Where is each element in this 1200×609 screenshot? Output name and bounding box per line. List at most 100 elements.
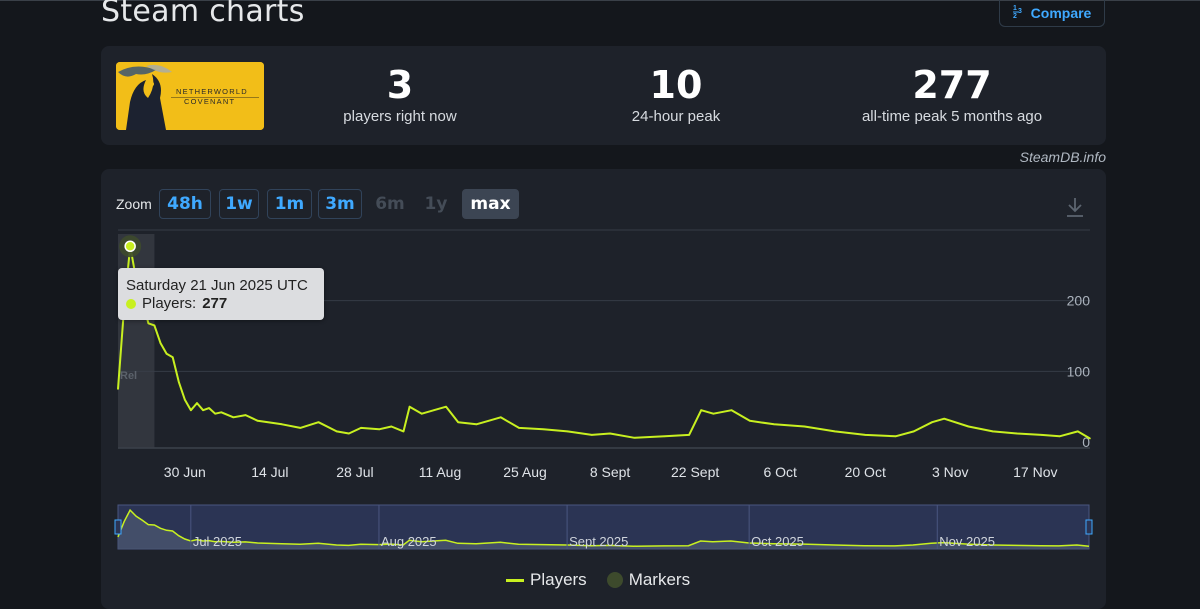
data-point [360, 427, 362, 429]
data-point [967, 425, 970, 428]
data-point [943, 417, 945, 420]
data-point [542, 428, 545, 431]
data-point [177, 381, 180, 383]
peak-point [124, 240, 136, 253]
data-point [208, 407, 210, 409]
logo-text: NETHERWORLD [176, 87, 248, 96]
data-point [420, 412, 423, 415]
data-point [475, 423, 478, 426]
stat-value: 277 [912, 63, 992, 107]
x-tick-label: 20 Oct [845, 464, 886, 480]
stat-current-players: 3 players right now [280, 64, 520, 125]
x-tick-label: 8 Sept [590, 464, 631, 480]
zoom-6m-button: 6m [375, 194, 405, 214]
zoom-label: Zoom [116, 196, 152, 212]
y-tick-label: 100 [1067, 363, 1091, 379]
x-tick-label: 3 Nov [932, 464, 969, 480]
data-point [445, 405, 447, 408]
navigator-right-handle [1085, 519, 1093, 535]
data-point [147, 322, 150, 325]
download-icon[interactable] [1063, 195, 1087, 219]
legend-players[interactable]: Players [506, 570, 587, 590]
navigator-label: Nov 2025 [939, 534, 995, 549]
compare-button[interactable]: 1 3 2 Compare [999, 0, 1105, 27]
top-border [0, 0, 1200, 1]
stat-label: 24-hour peak [631, 108, 721, 125]
data-point [712, 412, 715, 415]
stat-value: 10 [649, 63, 703, 107]
data-point [299, 427, 302, 429]
navigator-label: Jul 2025 [193, 534, 242, 549]
navigator-left-handle [114, 519, 122, 535]
data-point [773, 423, 775, 426]
svg-text:1: 1 [1013, 5, 1017, 12]
stats-card: NETHERWORLD COVENANT 3 players right now… [101, 46, 1106, 145]
data-point [730, 409, 733, 412]
tooltip-series-label: Players: [142, 295, 197, 312]
data-point [700, 409, 702, 412]
data-point [609, 432, 611, 435]
player-chart[interactable]: 0 100 200 Rel 30 Jun 14 Jul 28 Jul 11 Aug 25 Aug… [0, 0, 1200, 596]
data-point [749, 420, 751, 422]
zoom-max-button[interactable]: max [462, 189, 519, 219]
chart-legend: Players Markers [506, 570, 690, 590]
data-point [1058, 435, 1061, 438]
compare-label: Compare [1030, 5, 1092, 21]
x-tick-label: 28 Jul [336, 464, 373, 480]
compare-icon: 1 3 2 [1012, 4, 1025, 22]
data-point [159, 342, 162, 344]
marker-swatch-icon [606, 572, 623, 588]
data-point [335, 430, 338, 433]
data-point [244, 414, 247, 416]
data-point [1089, 437, 1091, 440]
stat-label: all-time peak 5 months ago [861, 108, 1043, 125]
data-point [165, 352, 168, 355]
y-tick-label: 0 [1082, 434, 1090, 450]
zoom-48h-button[interactable]: 48h [159, 189, 211, 219]
x-tick-label: 14 Jul [251, 464, 288, 480]
x-tick-label: 17 Nov [1013, 464, 1057, 480]
data-point [487, 420, 490, 422]
y-tick-label: 200 [1067, 293, 1091, 309]
zoom-1w-button[interactable]: 1w [219, 189, 259, 219]
data-point [1077, 430, 1079, 433]
stat-24h-peak: 10 24-hour peak [556, 64, 796, 125]
page-title: Steam charts [101, 0, 305, 29]
data-point [390, 425, 393, 428]
data-point [171, 356, 174, 359]
zoom-1m-button[interactable]: 1m [267, 189, 312, 219]
data-point [591, 434, 593, 436]
tooltip-row: Players: 277 [126, 295, 227, 312]
navigator-series-line [117, 508, 1090, 548]
svg-text:3: 3 [1018, 8, 1022, 15]
zoom-3m-button[interactable]: 3m [318, 189, 362, 219]
data-point [518, 427, 520, 429]
data-point [433, 409, 435, 412]
data-point [913, 430, 915, 433]
data-point [317, 421, 320, 424]
legend-markers[interactable]: Markers [606, 570, 691, 590]
data-point [894, 435, 897, 438]
steamdb-credit[interactable]: SteamDB.info [1019, 149, 1106, 165]
data-point [153, 324, 156, 327]
data-point [457, 421, 460, 424]
data-point [803, 425, 806, 428]
series-dot-icon [126, 298, 136, 309]
x-tick-label: 22 Sept [671, 464, 719, 480]
x-tick-label: 11 Aug [419, 464, 462, 480]
line-swatch-icon [506, 578, 524, 582]
stat-label: players right now [343, 108, 457, 125]
data-point [184, 398, 186, 401]
chart-tooltip: Saturday 21 Jun 2025 UTC Players: 277 [118, 268, 324, 320]
stat-all-time-peak: 277 all-time peak 5 months ago [832, 64, 1072, 125]
x-tick-label: 6 Oct [763, 464, 797, 480]
game-logo[interactable]: NETHERWORLD COVENANT [116, 62, 264, 130]
data-point [256, 420, 259, 422]
logo-text: COVENANT [184, 97, 235, 106]
data-point [566, 430, 569, 433]
legend-markers-label: Markers [628, 570, 691, 589]
data-point [633, 436, 636, 439]
data-point [117, 388, 119, 390]
data-point [220, 411, 223, 414]
data-point [688, 434, 690, 436]
